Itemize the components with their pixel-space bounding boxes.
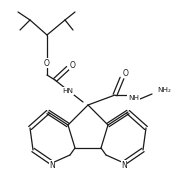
- Text: HN: HN: [62, 88, 73, 94]
- Text: NH: NH: [128, 95, 139, 101]
- Text: O: O: [70, 60, 76, 70]
- Text: O: O: [123, 69, 129, 78]
- Text: N: N: [121, 161, 127, 170]
- Text: NH₂: NH₂: [157, 87, 171, 93]
- Text: O: O: [44, 59, 50, 68]
- Text: N: N: [49, 161, 55, 170]
